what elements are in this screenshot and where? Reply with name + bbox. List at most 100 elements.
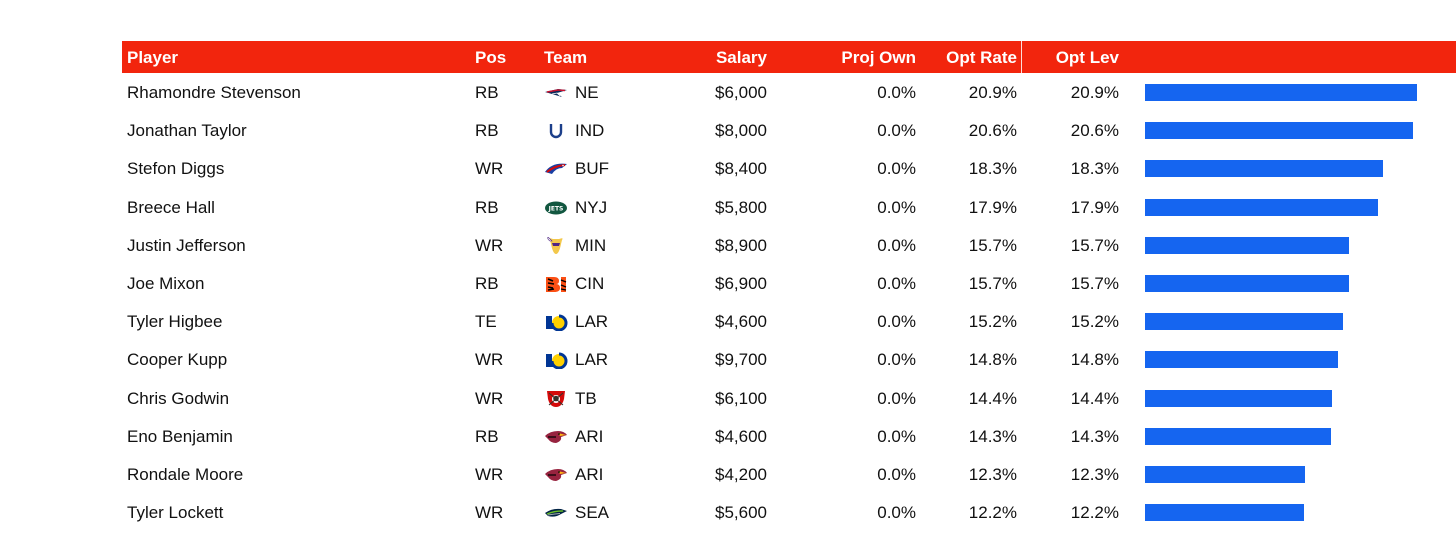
table-row[interactable]: Chris Godwin WR TB $6,100 0.0% 14.4% 14.4% — [122, 379, 1456, 417]
proj-own: 0.0% — [877, 312, 916, 332]
team-abbr: NYJ — [575, 197, 608, 217]
team-abbr: CIN — [575, 273, 605, 293]
patriots-logo-icon — [544, 84, 568, 102]
salary: $6,100 — [715, 388, 767, 408]
opt-lev-bar — [1145, 160, 1384, 178]
column-header-proj-own[interactable]: Proj Own — [841, 48, 916, 67]
opt-lev: 12.2% — [1070, 503, 1119, 523]
table-row[interactable]: Tyler Lockett WR SEA $5,600 0.0% 12.2% 12.2% — [122, 493, 1456, 531]
opt-lev: 15.7% — [1070, 273, 1119, 293]
table-row[interactable]: Breece Hall RB JETS NYJ $5,800 0.0% 17.9% 17.9% — [122, 188, 1456, 226]
bills-logo-icon — [544, 160, 568, 178]
cardinals-logo-icon — [544, 466, 568, 484]
vikings-logo-icon — [544, 236, 568, 255]
salary: $8,900 — [715, 235, 767, 255]
team-abbr: IND — [575, 121, 605, 141]
salary: $8,000 — [715, 121, 767, 141]
column-header-salary[interactable]: Salary — [715, 48, 767, 67]
player-position: TE — [475, 312, 497, 332]
column-header-team[interactable]: Team — [544, 48, 588, 67]
opt-lev: 14.3% — [1070, 426, 1119, 446]
column-header-player[interactable]: Player — [127, 48, 179, 67]
team-abbr: ARI — [575, 464, 604, 484]
salary: $5,800 — [715, 197, 767, 217]
opt-lev: 20.9% — [1070, 83, 1119, 102]
player-position: WR — [475, 388, 504, 408]
player-position: WR — [475, 235, 504, 255]
team-abbr: LAR — [575, 312, 609, 332]
proj-own: 0.0% — [877, 159, 916, 179]
salary: $6,000 — [715, 83, 767, 102]
opt-lev-bar — [1145, 84, 1417, 101]
salary: $6,900 — [715, 273, 767, 293]
player-position: RB — [475, 121, 499, 141]
optimal-leverage-table: Player Pos Team Salary Proj Own Opt Rate… — [122, 41, 1456, 531]
salary: $4,600 — [715, 426, 767, 446]
proj-own: 0.0% — [877, 273, 916, 293]
player-position: WR — [475, 350, 504, 370]
table-row[interactable]: Tyler Higbee TE LAR $4,600 0.0% 15.2% 15.2% — [122, 302, 1456, 340]
header-divider — [1021, 41, 1022, 73]
team-abbr: NE — [575, 83, 599, 102]
column-header-opt-rate[interactable]: Opt Rate — [946, 48, 1017, 67]
table-row[interactable]: Cooper Kupp WR LAR $9,700 0.0% 14.8% 14.8% — [122, 340, 1456, 378]
player-position: RB — [475, 426, 499, 446]
column-header-pos[interactable]: Pos — [475, 48, 507, 67]
table-row[interactable]: Stefon Diggs WR BUF $8,400 0.0% 18.3% 18.3% — [122, 149, 1456, 187]
buccaneers-logo-icon — [544, 390, 568, 408]
opt-rate: 12.3% — [968, 464, 1017, 484]
opt-rate: 17.9% — [968, 197, 1017, 217]
player-name[interactable]: Joe Mixon — [127, 273, 205, 293]
opt-rate: 15.7% — [968, 273, 1017, 293]
team-abbr: MIN — [575, 235, 607, 255]
opt-rate: 15.7% — [968, 235, 1017, 255]
player-name[interactable]: Rhamondre Stevenson — [127, 83, 301, 102]
opt-lev-bar — [1145, 504, 1304, 522]
opt-rate: 20.6% — [968, 121, 1017, 141]
table-row[interactable]: Rondale Moore WR ARI $4,200 0.0% 12.3% 12.3% — [122, 455, 1456, 493]
player-name[interactable]: Stefon Diggs — [127, 159, 225, 179]
player-name[interactable]: Tyler Higbee — [127, 312, 223, 332]
table-row[interactable]: Jonathan Taylor RB IND $8,000 0.0% 20.6% 20.6% — [122, 111, 1456, 149]
team-abbr: TB — [575, 388, 597, 408]
opt-rate: 12.2% — [968, 503, 1017, 523]
opt-lev: 15.2% — [1070, 312, 1119, 332]
player-name[interactable]: Chris Godwin — [127, 388, 230, 408]
player-name[interactable]: Jonathan Taylor — [127, 121, 247, 141]
player-name[interactable]: Cooper Kupp — [127, 350, 228, 370]
opt-lev: 14.4% — [1070, 388, 1119, 408]
opt-lev-bar — [1145, 313, 1343, 331]
colts-horseshoe-logo-icon — [544, 122, 568, 140]
player-name[interactable]: Breece Hall — [127, 197, 215, 217]
proj-own: 0.0% — [877, 464, 916, 484]
opt-lev: 12.3% — [1070, 464, 1119, 484]
rams-logo-icon — [544, 313, 568, 332]
proj-own: 0.0% — [877, 235, 916, 255]
salary: $4,200 — [715, 464, 767, 484]
opt-lev-bar — [1145, 198, 1378, 216]
proj-own: 0.0% — [877, 350, 916, 370]
column-header-opt-lev[interactable]: Opt Lev — [1055, 48, 1119, 67]
table-row[interactable]: Justin Jefferson WR MIN $8,900 0.0% 15.7% 15.7… — [122, 226, 1456, 264]
table-row[interactable]: Rhamondre Stevenson RB NE $6,000 0.0% 20.9% 20… — [122, 73, 1456, 111]
salary: $5,600 — [715, 503, 767, 523]
player-name[interactable]: Rondale Moore — [127, 464, 244, 484]
proj-own: 0.0% — [877, 121, 916, 141]
table-row[interactable]: Joe Mixon RB CIN $6,900 0.0% 15.7% 15.7% — [122, 264, 1456, 302]
opt-lev: 14.8% — [1070, 350, 1119, 370]
opt-rate: 14.3% — [968, 426, 1017, 446]
proj-own: 0.0% — [877, 503, 916, 523]
svg-text:JETS: JETS — [548, 205, 564, 212]
table-row[interactable]: Eno Benjamin RB ARI $4,600 0.0% 14.3% 14.3% — [122, 417, 1456, 455]
player-position: RB — [475, 273, 499, 293]
player-position: RB — [475, 197, 499, 217]
salary: $9,700 — [715, 350, 767, 370]
player-name[interactable]: Eno Benjamin — [127, 426, 233, 446]
player-name[interactable]: Tyler Lockett — [127, 503, 224, 523]
opt-lev-bar — [1145, 427, 1332, 445]
opt-lev: 20.6% — [1070, 121, 1119, 141]
opt-lev: 15.7% — [1070, 235, 1119, 255]
player-name[interactable]: Justin Jefferson — [127, 235, 246, 255]
salary: $8,400 — [715, 159, 767, 179]
opt-lev-bar — [1145, 236, 1350, 254]
